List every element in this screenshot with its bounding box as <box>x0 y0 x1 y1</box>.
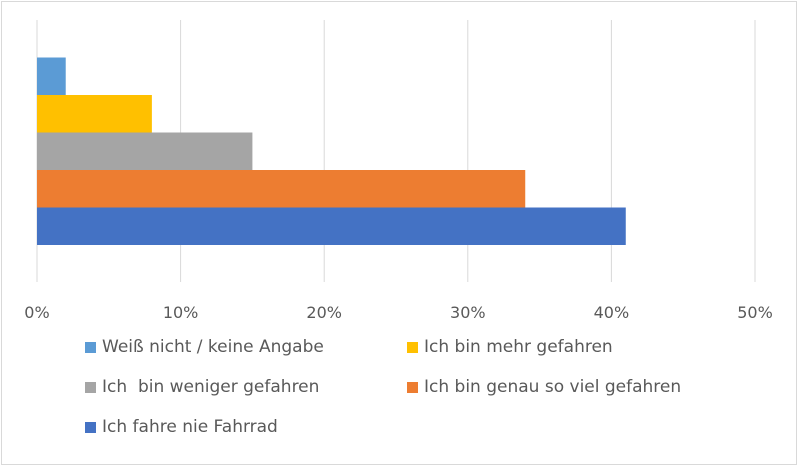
legend-item: Ich bin genau so viel gefahren <box>407 377 681 397</box>
bar <box>37 95 152 133</box>
legend-label: Ich bin weniger gefahren <box>102 377 320 397</box>
legend-label: Ich bin genau so viel gefahren <box>424 377 682 397</box>
legend-swatch <box>85 421 96 433</box>
legend-item: Ich fahre nie Fahrrad <box>85 417 278 437</box>
x-tick-label: 20% <box>306 303 342 322</box>
legend-label: Weiß nicht / keine Angabe <box>102 337 324 357</box>
x-axis-ticks: 0% 10% 20% 30% 40% 50% <box>24 303 772 322</box>
bar <box>37 132 253 170</box>
legend-swatch <box>85 341 96 353</box>
legend-swatch <box>85 381 96 393</box>
legend-label: Ich bin mehr gefahren <box>424 337 613 357</box>
legend-item: Ich bin weniger gefahren <box>85 377 319 397</box>
bar <box>37 170 526 208</box>
bar <box>37 57 66 95</box>
legend-swatch <box>407 341 418 353</box>
x-tick-label: 10% <box>163 303 199 322</box>
x-tick-label: 0% <box>24 303 49 322</box>
x-tick-label: 50% <box>737 303 773 322</box>
legend-label: Ich fahre nie Fahrrad <box>102 417 278 437</box>
legend-swatch <box>407 381 418 393</box>
bars <box>37 57 626 245</box>
legend-item: Ich bin mehr gefahren <box>407 337 613 357</box>
bar <box>37 207 626 245</box>
legend-item: Weiß nicht / keine Angabe <box>85 337 324 357</box>
x-tick-label: 30% <box>450 303 486 322</box>
x-tick-label: 40% <box>594 303 630 322</box>
